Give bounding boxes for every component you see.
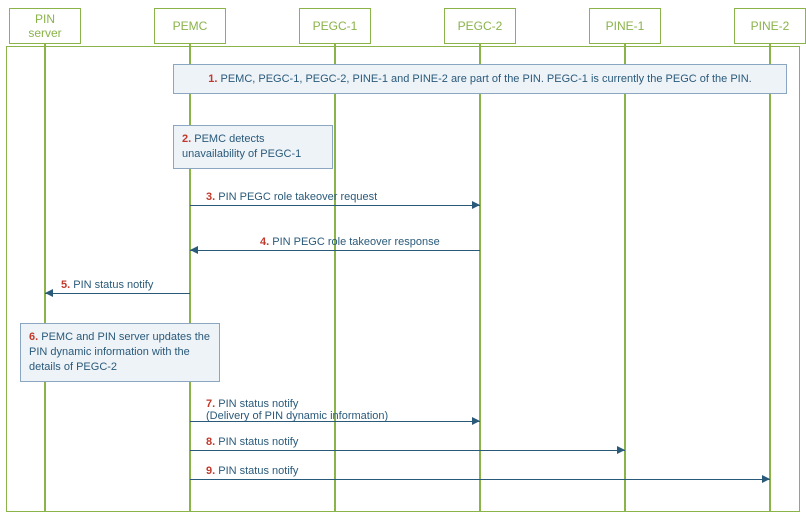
sequence-diagram: PIN server PEMC PEGC-1 PEGC-2 PINE-1 PINE-2 1.… xyxy=(0,0,806,523)
step-number: 6. xyxy=(29,331,41,343)
actor-label: PINE-1 xyxy=(606,19,645,33)
step-number: 7. xyxy=(206,398,218,410)
note-text: 6. PEMC and PIN server updates the PIN d… xyxy=(29,331,210,373)
m3-label: 3. PIN PEGC role takeover request xyxy=(206,191,377,203)
actor-pin-server: PIN server xyxy=(9,8,81,44)
lifeline-pemc xyxy=(189,44,191,512)
actor-label: PEMC xyxy=(173,19,208,33)
actor-label: PIN server xyxy=(28,12,61,40)
note2: 2. PEMC detects unavailability of PEGC-1 xyxy=(173,125,333,169)
m4-head xyxy=(190,246,198,254)
m4-line xyxy=(190,250,480,251)
step-number: 2. xyxy=(182,133,194,145)
m9-head xyxy=(762,475,770,483)
step-number: 9. xyxy=(206,465,218,477)
note1: 1. PEMC, PEGC-1, PEGC-2, PINE-1 and PINE… xyxy=(173,64,787,94)
actor-pegc2: PEGC-2 xyxy=(444,8,516,44)
step-number: 4. xyxy=(260,236,272,248)
actor-label: PEGC-1 xyxy=(313,19,358,33)
m7-head xyxy=(472,417,480,425)
lifeline-pine2 xyxy=(769,44,771,512)
m5-head xyxy=(45,289,53,297)
note-text: 1. PEMC, PEGC-1, PEGC-2, PINE-1 and PINE… xyxy=(208,72,751,87)
m8-head xyxy=(617,446,625,454)
step-number: 3. xyxy=(206,191,218,203)
lifeline-pegc2 xyxy=(479,44,481,512)
m5-label: 5. PIN status notify xyxy=(61,279,153,291)
m7-label: 7. PIN status notify(Delivery of PIN dyn… xyxy=(206,398,388,422)
lifeline-pine1 xyxy=(624,44,626,512)
lifeline-pegc1 xyxy=(334,44,336,512)
m3-head xyxy=(472,201,480,209)
m7-sublabel: (Delivery of PIN dynamic information) xyxy=(206,410,388,422)
note-text: 2. PEMC detects unavailability of PEGC-1 xyxy=(182,133,301,160)
actor-pine2: PINE-2 xyxy=(734,8,806,44)
step-number: 5. xyxy=(61,279,73,291)
m5-line xyxy=(45,293,190,294)
actor-pegc1: PEGC-1 xyxy=(299,8,371,44)
step-number: 8. xyxy=(206,436,218,448)
m8-label: 8. PIN status notify xyxy=(206,436,298,448)
actor-pine1: PINE-1 xyxy=(589,8,661,44)
note6: 6. PEMC and PIN server updates the PIN d… xyxy=(20,323,220,382)
step-number: 1. xyxy=(208,73,220,85)
lifeline-pin-server xyxy=(44,44,46,512)
actor-label: PINE-2 xyxy=(751,19,790,33)
m9-label: 9. PIN status notify xyxy=(206,465,298,477)
m3-line xyxy=(190,205,480,206)
m4-label: 4. PIN PEGC role takeover response xyxy=(260,236,440,248)
actor-pemc: PEMC xyxy=(154,8,226,44)
m9-line xyxy=(190,479,770,480)
m8-line xyxy=(190,450,625,451)
actor-label: PEGC-2 xyxy=(458,19,503,33)
